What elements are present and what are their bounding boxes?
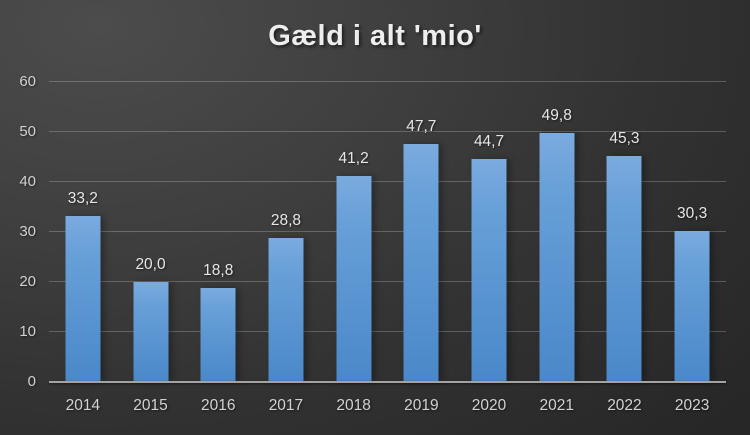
bar-2015: [133, 282, 169, 382]
x-axis-category-label: 2014: [65, 397, 101, 414]
bar-slot: 49,8 2021: [523, 82, 591, 414]
y-gridline: [49, 281, 726, 282]
x-axis-category-label: 2016: [200, 397, 236, 414]
plot-area: 0 10 20 30 40 50 60 33,2 2014 20,0 2015 18,8 2016 28,…: [19, 73, 726, 414]
bar-2021: [539, 133, 575, 382]
bar-2018: [336, 176, 372, 382]
y-axis-tick-label: 60: [19, 73, 36, 90]
y-axis-tick-label: 50: [19, 123, 36, 140]
x-axis-category-label: 2020: [471, 397, 507, 414]
bar-slot: 45,3 2022: [591, 82, 659, 414]
bar-value-label: 49,8: [541, 107, 572, 124]
bar-value-label: 44,7: [473, 132, 505, 150]
bar-2017: [268, 238, 304, 382]
x-axis-category-label: 2019: [404, 397, 439, 414]
bar-value-label: 18,8: [203, 262, 234, 279]
x-axis-category-label: 2023: [674, 397, 710, 414]
y-axis-tick-label: 30: [19, 223, 36, 240]
bar-2023: [674, 230, 710, 382]
y-axis-tick-label: 20: [19, 273, 36, 290]
bar-value-label: 20,0: [135, 256, 166, 273]
y-gridline: [49, 81, 726, 82]
bar-slot: 30,3 2023: [658, 82, 726, 414]
bar-value-label: 30,3: [677, 204, 708, 222]
bar-value-label: 33,2: [67, 190, 98, 207]
x-axis-category-label: 2022: [607, 397, 642, 414]
bar-value-label: 47,7: [406, 117, 437, 135]
bar-slot: 18,8 2016: [184, 82, 252, 414]
bar-slot: 33,2 2014: [49, 82, 117, 414]
x-axis-category-label: 2018: [336, 397, 371, 414]
bar-slot: 44,7 2020: [455, 82, 523, 414]
x-axis-line: [49, 381, 726, 383]
y-axis-tick-label: 0: [27, 373, 36, 390]
bar-slot: 28,8 2017: [252, 82, 320, 414]
bar-value-label: 41,2: [338, 150, 369, 167]
bar-slot: 47,7 2019: [388, 82, 456, 414]
y-axis-tick-label: 10: [19, 323, 36, 340]
bar-2020: [471, 158, 507, 382]
x-axis-category-label: 2015: [133, 397, 168, 414]
y-axis-tick-label: 40: [19, 173, 36, 190]
y-gridline: [49, 181, 726, 182]
bar-value-label: 45,3: [609, 129, 640, 147]
bar-slot: 20,0 2015: [117, 82, 185, 414]
chart-title: Gæld i alt 'mio': [268, 20, 482, 52]
bar-2019: [403, 143, 439, 382]
x-axis-category-label: 2017: [268, 397, 304, 414]
bar-2022: [606, 155, 642, 382]
x-axis-category-label: 2021: [539, 397, 574, 414]
bar-2014: [65, 216, 101, 382]
bar-slot: 41,2 2018: [320, 82, 388, 414]
y-gridline: [49, 231, 726, 232]
bar-value-label: 28,8: [270, 212, 302, 229]
bar-2016: [200, 288, 236, 382]
y-gridline: [49, 131, 726, 132]
y-gridline: [49, 331, 726, 332]
